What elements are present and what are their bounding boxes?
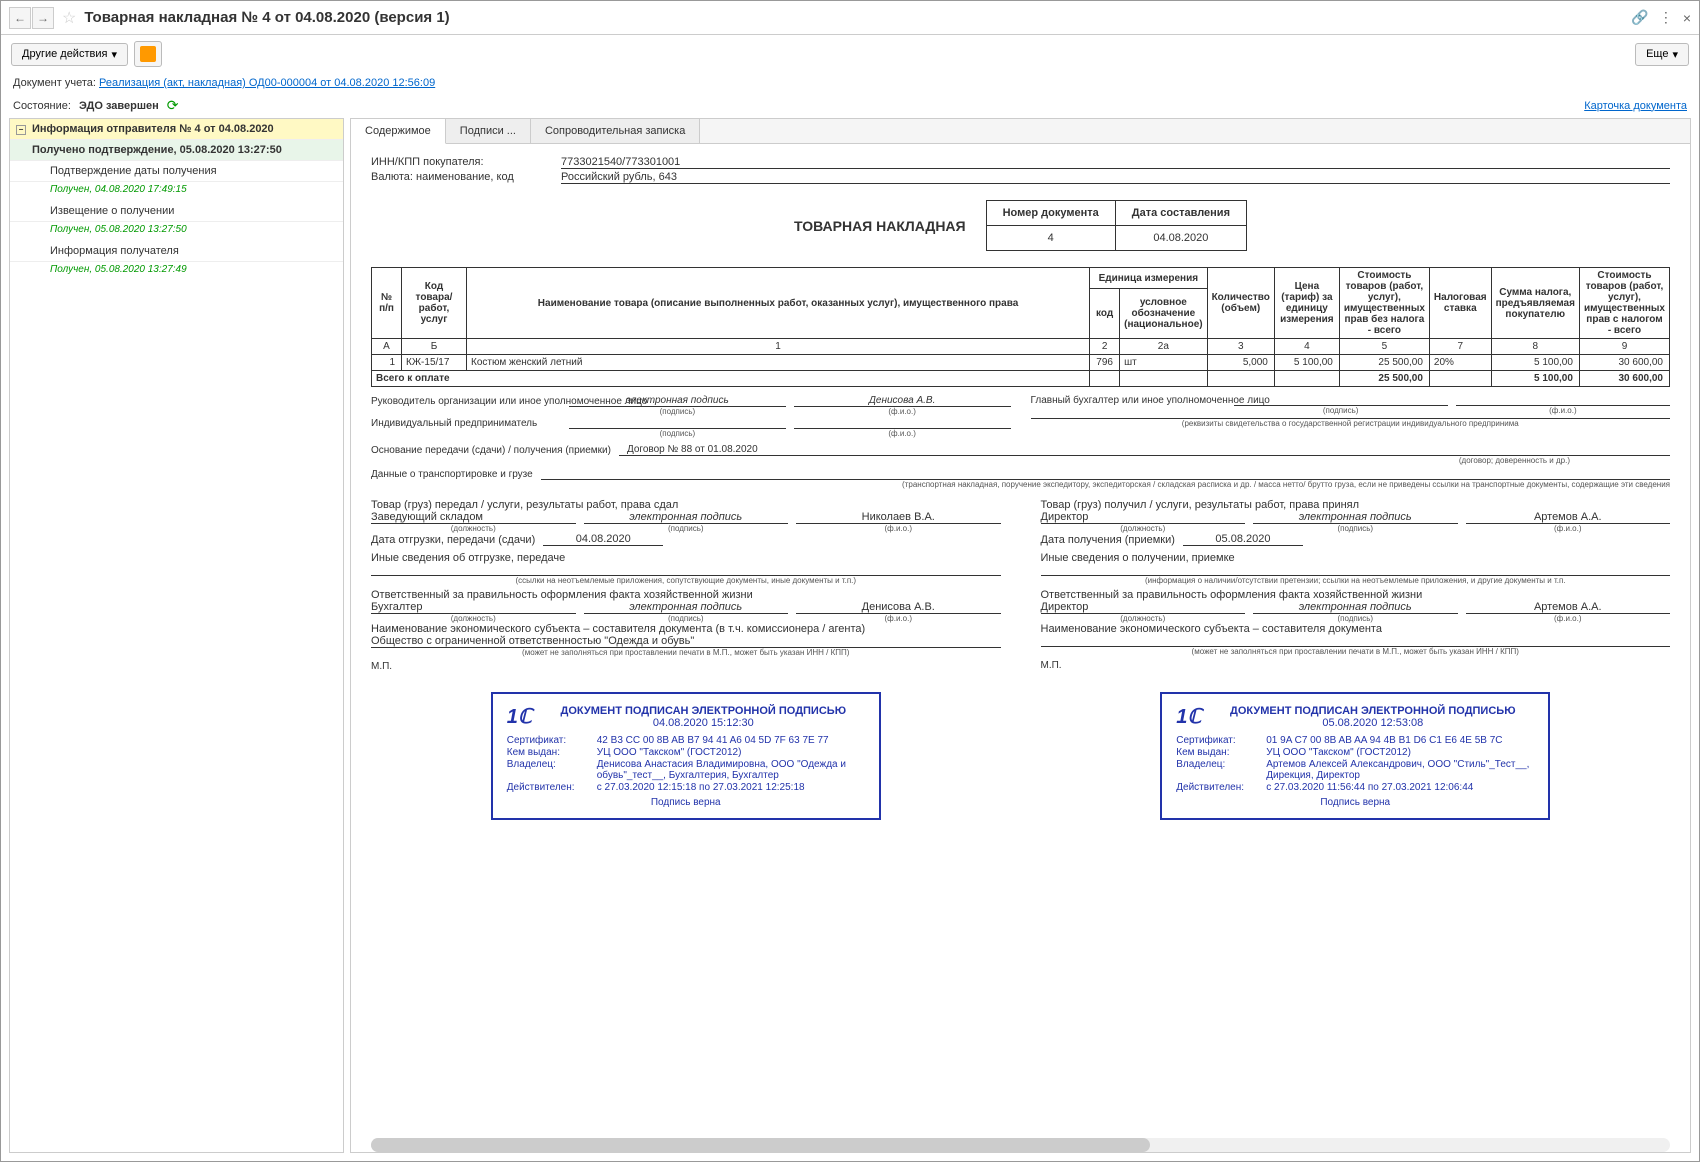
doc-num-table: Номер документаДата составления 404.08.2…: [986, 200, 1247, 251]
col-cost-with-tax: Стоимость товаров (работ, услуг), имущес…: [1579, 268, 1669, 339]
num-header: Номер документа: [986, 201, 1115, 226]
sidebar-item-receipt-date[interactable]: Подтверждение даты получения: [10, 161, 343, 182]
other-actions-button[interactable]: Другие действия ▾: [11, 43, 128, 66]
refresh-icon[interactable]: ⟳: [167, 97, 179, 114]
col-tax-sum: Сумма налога, предъявляемая покупателю: [1491, 268, 1579, 339]
signatures-top: Руководитель организации или иное уполно…: [371, 395, 1670, 489]
state-value: ЭДО завершен: [79, 100, 159, 112]
doc-num: 4: [986, 226, 1115, 251]
doc-title: ТОВАРНАЯ НАКЛАДНАЯ: [794, 218, 966, 234]
sidebar-item-sender-info[interactable]: − Информация отправителя № 4 от 04.08.20…: [10, 119, 343, 140]
col-unit-code: код: [1090, 289, 1120, 339]
card-link[interactable]: Карточка документа: [1584, 100, 1687, 112]
col-price: Цена (тариф) за единицу измерения: [1274, 268, 1339, 339]
close-icon[interactable]: ×: [1683, 10, 1691, 26]
link-icon[interactable]: 🔗: [1631, 9, 1648, 26]
col-tax-rate: Налоговая ставка: [1429, 268, 1491, 339]
org-icon: [140, 46, 156, 62]
state-label: Состояние:: [13, 100, 71, 112]
chevron-down-icon: ▾: [1672, 48, 1678, 61]
sidebar-time: Получен, 04.08.2020 17:49:15: [10, 182, 343, 201]
tab-signatures[interactable]: Подписи ...: [446, 119, 531, 143]
horizontal-scrollbar[interactable]: [371, 1138, 1670, 1152]
chevron-down-icon: ▾: [111, 48, 117, 61]
doc-link-label: Документ учета:: [13, 77, 96, 89]
col-code: Код товара/ работ, услуг: [402, 268, 467, 339]
more-icon[interactable]: ⋮: [1659, 9, 1673, 26]
tab-content[interactable]: Содержимое: [351, 119, 446, 144]
main: − Информация отправителя № 4 от 04.08.20…: [1, 118, 1699, 1161]
more-button[interactable]: Еще ▾: [1635, 43, 1689, 66]
tabs: Содержимое Подписи ... Сопроводительная …: [351, 119, 1690, 144]
sidebar-item-receipt-notice[interactable]: Извещение о получении: [10, 201, 343, 222]
window-title: Товарная накладная № 4 от 04.08.2020 (ве…: [84, 9, 1631, 26]
state-row: Состояние: ЭДО завершен ⟳ Карточка докум…: [1, 93, 1699, 118]
sidebar-time: Получен, 05.08.2020 13:27:49: [10, 262, 343, 281]
two-col-signatures: Товар (груз) передал / услуги, результат…: [371, 499, 1670, 672]
toolbar: Другие действия ▾ Еще ▾: [1, 35, 1699, 73]
col-unit: Единица измерения: [1090, 268, 1207, 289]
1c-logo-icon: 1ℂ: [507, 704, 532, 729]
table-row: 1 КЖ-15/17 Костюм женский летний 796 шт …: [372, 355, 1670, 371]
col-name: Наименование товара (описание выполненны…: [467, 268, 1090, 339]
collapse-icon[interactable]: −: [16, 125, 26, 135]
date-header: Дата составления: [1115, 201, 1246, 226]
content: Содержимое Подписи ... Сопроводительная …: [350, 118, 1691, 1153]
app-window: ← → ☆ Товарная накладная № 4 от 04.08.20…: [0, 0, 1700, 1162]
signature-stamps: 1ℂ ДОКУМЕНТ ПОДПИСАН ЭЛЕКТРОННОЙ ПОДПИСЬ…: [371, 692, 1670, 820]
total-row: Всего к оплате 25 500,00 5 100,00 30 600…: [372, 371, 1670, 387]
sidebar-item-receiver-info[interactable]: Информация получателя: [10, 241, 343, 262]
doc-body: ИНН/КПП покупателя: 7733021540/773301001…: [351, 144, 1690, 1138]
currency-label: Валюта: наименование, код: [371, 171, 561, 184]
right-block: Товар (груз) получил / услуги, результат…: [1041, 499, 1671, 672]
1c-logo-icon: 1ℂ: [1176, 704, 1201, 729]
doc-date: 04.08.2020: [1115, 226, 1246, 251]
inn-value: 7733021540/773301001: [561, 156, 1670, 169]
sidebar-item-confirmation[interactable]: Получено подтверждение, 05.08.2020 13:27…: [10, 140, 343, 161]
sidebar-time: Получен, 05.08.2020 13:27:50: [10, 222, 343, 241]
inn-label: ИНН/КПП покупателя:: [371, 156, 561, 169]
back-button[interactable]: ←: [9, 7, 31, 29]
left-block: Товар (груз) передал / услуги, результат…: [371, 499, 1001, 672]
col-cost-no-tax: Стоимость товаров (работ, услуг), имущес…: [1339, 268, 1429, 339]
favorite-icon[interactable]: ☆: [62, 8, 76, 28]
titlebar: ← → ☆ Товарная накладная № 4 от 04.08.20…: [1, 1, 1699, 35]
stamp-receiver: 1ℂ ДОКУМЕНТ ПОДПИСАН ЭЛЕКТРОННОЙ ПОДПИСЬ…: [1160, 692, 1550, 820]
doc-link-row: Документ учета: Реализация (акт, накладн…: [1, 73, 1699, 93]
sidebar: − Информация отправителя № 4 от 04.08.20…: [9, 118, 344, 1153]
tab-cover-note[interactable]: Сопроводительная записка: [531, 119, 700, 143]
col-qty: Количество (объем): [1207, 268, 1274, 339]
items-table: № п/п Код товара/ работ, услуг Наименова…: [371, 267, 1670, 387]
currency-value: Российский рубль, 643: [561, 171, 1670, 184]
forward-button[interactable]: →: [32, 7, 54, 29]
stamp-sender: 1ℂ ДОКУМЕНТ ПОДПИСАН ЭЛЕКТРОННОЙ ПОДПИСЬ…: [491, 692, 881, 820]
col-unit-desc: условное обозначение (национальное): [1120, 289, 1207, 339]
doc-header: ТОВАРНАЯ НАКЛАДНАЯ Номер документаДата с…: [371, 200, 1670, 251]
doc-link[interactable]: Реализация (акт, накладная) ОД00-000004 …: [99, 77, 435, 89]
header-fields: ИНН/КПП покупателя: 7733021540/773301001…: [371, 156, 1670, 184]
org-structure-button[interactable]: [134, 41, 162, 67]
col-n: № п/п: [372, 268, 402, 339]
